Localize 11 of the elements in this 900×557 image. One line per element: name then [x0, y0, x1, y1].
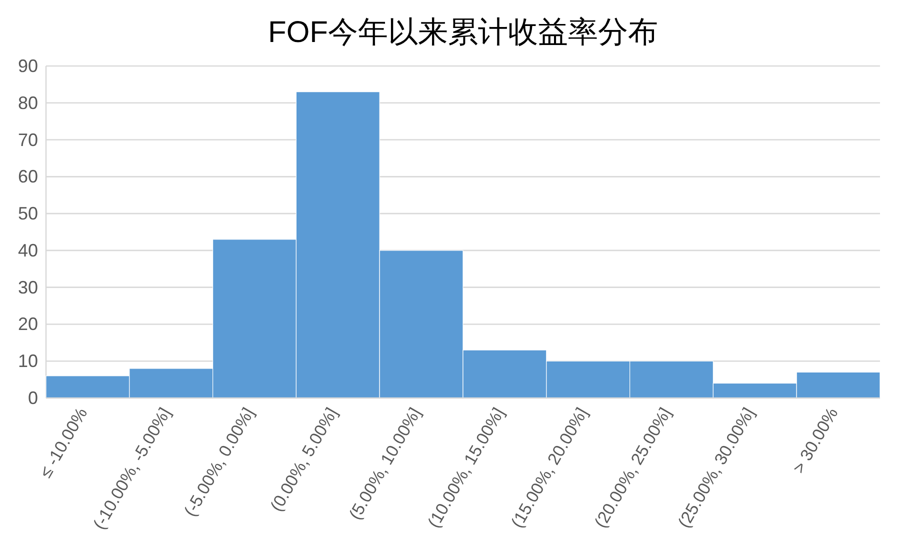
y-tick-label: 50 — [18, 204, 38, 224]
y-tick-label: 70 — [18, 130, 38, 150]
y-tick-label: 80 — [18, 92, 38, 113]
y-tick-label: 20 — [18, 314, 38, 334]
chart-title: FOF今年以来累计收益率分布 — [268, 16, 658, 49]
y-tick-label: 0 — [28, 388, 38, 408]
y-tick-label: 30 — [18, 277, 38, 298]
y-tick-label: 90 — [18, 56, 38, 76]
y-tick-label: 40 — [18, 240, 38, 260]
y-tick-label: 60 — [18, 166, 38, 187]
y-tick-label: 10 — [18, 351, 38, 372]
